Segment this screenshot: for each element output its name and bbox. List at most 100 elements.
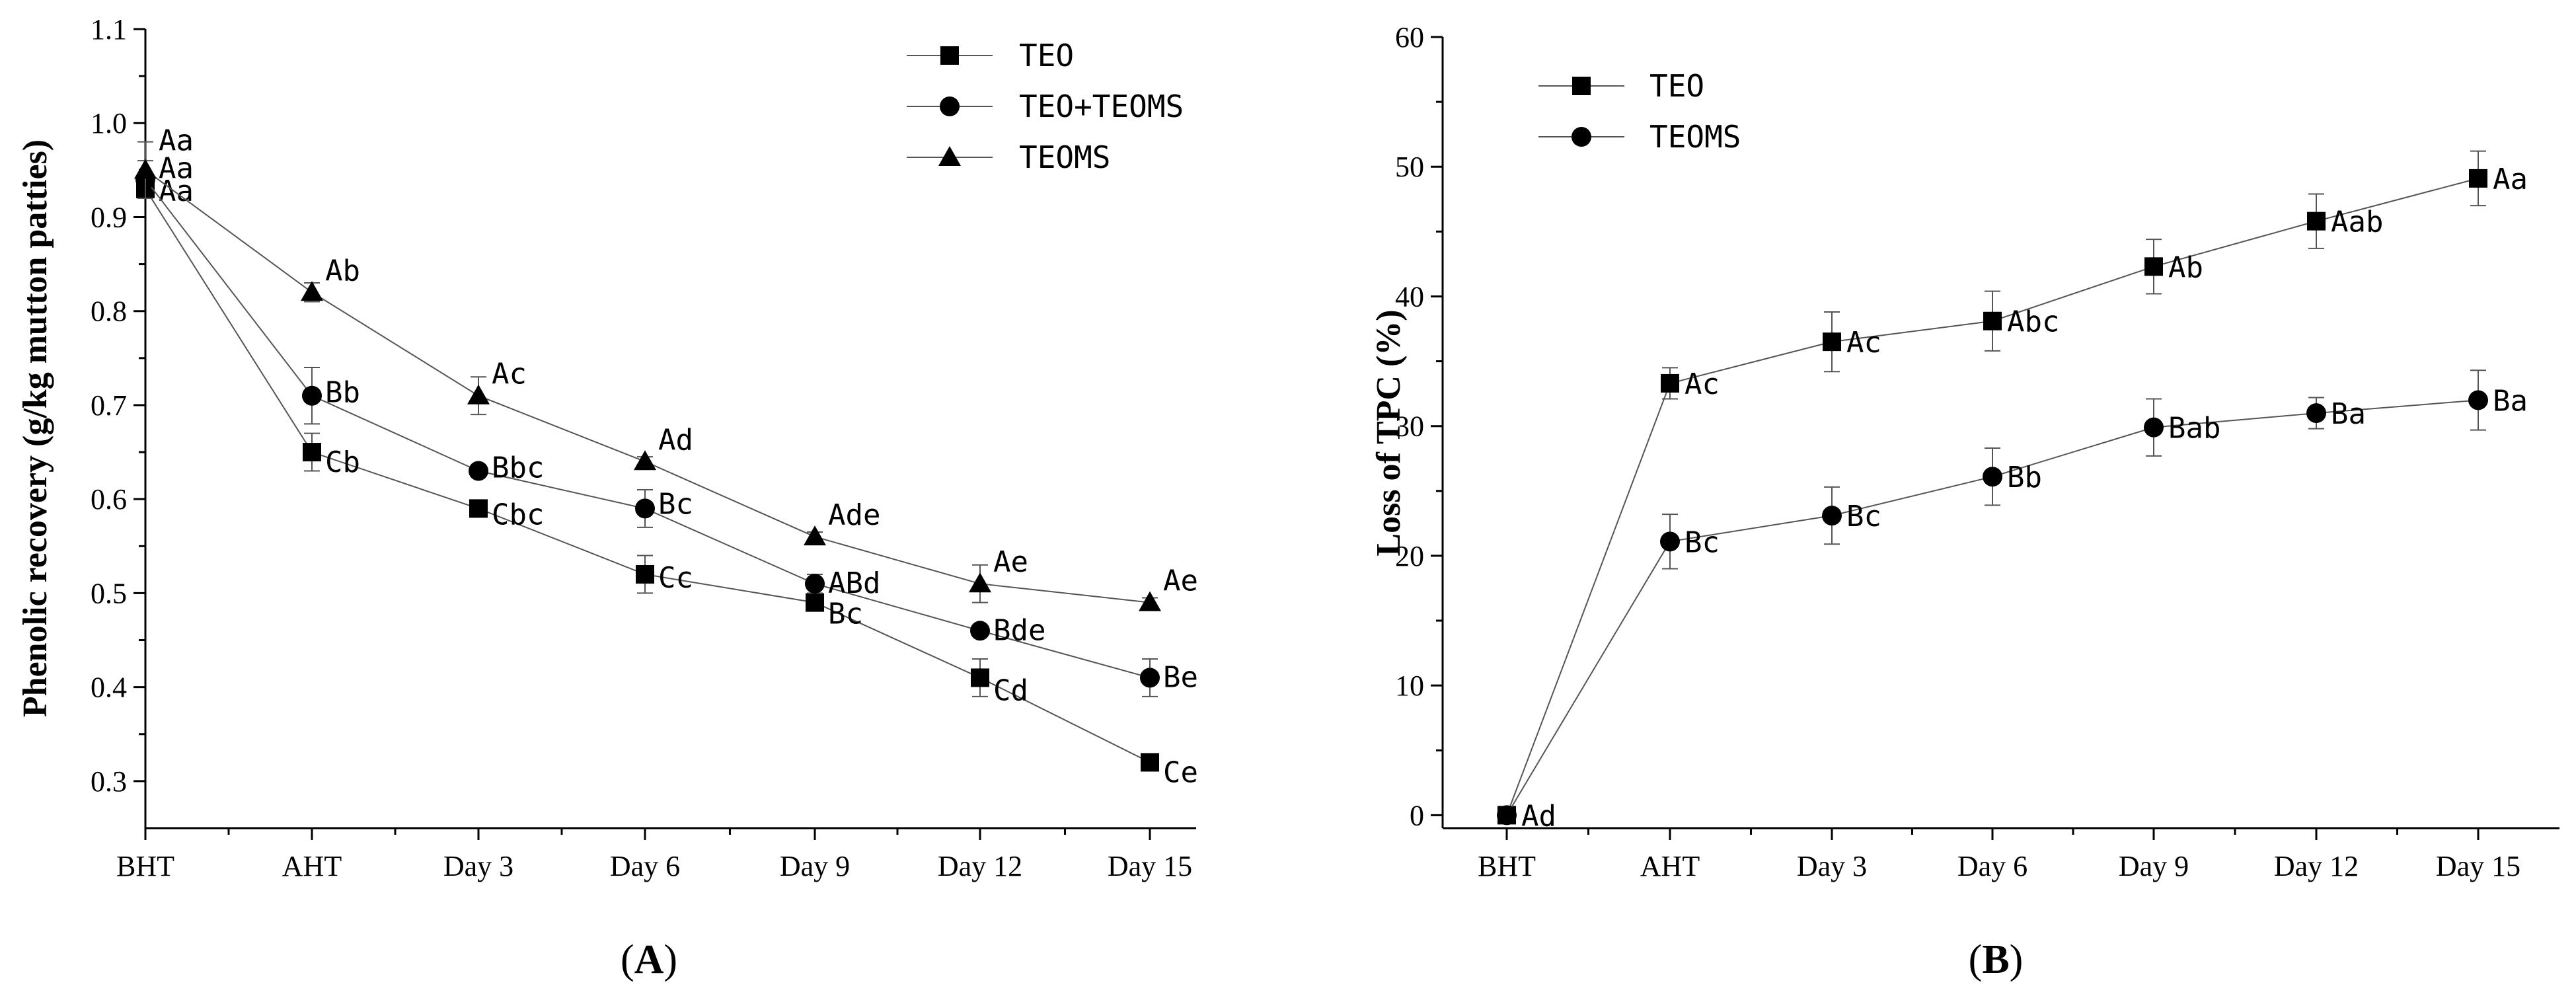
data-label: Ac bbox=[492, 358, 527, 391]
data-label: Ce bbox=[1163, 755, 1198, 789]
data-point bbox=[303, 443, 321, 462]
series-line bbox=[145, 178, 1151, 679]
data-label: ABd bbox=[828, 566, 880, 600]
y-tick-label: 20 bbox=[1395, 540, 1424, 572]
data-label: Cbc bbox=[492, 498, 544, 531]
data-label: Aa bbox=[159, 152, 194, 186]
y-tick-label: 10 bbox=[1395, 670, 1424, 702]
legend-marker bbox=[940, 46, 959, 65]
data-point bbox=[467, 384, 490, 404]
y-tick-label: 1.1 bbox=[91, 13, 127, 46]
data-point bbox=[1661, 373, 1679, 393]
y-tick-label: 60 bbox=[1395, 21, 1424, 54]
chart-a: 0.3 0.4 0.5 0.6 0.7 0.8 0.9 1.0 1.1 BHT AHT Day 3 Da… bbox=[17, 13, 1198, 982]
x-tick-label: Day 6 bbox=[1957, 850, 2027, 882]
data-point bbox=[302, 385, 322, 406]
legend-marker bbox=[940, 96, 960, 116]
data-label: Ae bbox=[1163, 564, 1198, 598]
y-tick-label: 0.8 bbox=[91, 295, 127, 328]
data-label: Be bbox=[1163, 660, 1198, 694]
x-tick-label: Day 3 bbox=[1797, 850, 1867, 882]
data-point bbox=[1140, 668, 1160, 688]
x-tick-label: Day 12 bbox=[2274, 850, 2359, 882]
x-tick-label: BHT bbox=[116, 850, 174, 882]
y-tick-label: 30 bbox=[1395, 410, 1424, 443]
data-point bbox=[1983, 311, 2002, 330]
data-point bbox=[2307, 212, 2326, 231]
data-point bbox=[1139, 591, 1161, 611]
y-axis-title: Phenolic recovery (g/kg mutton patties) bbox=[17, 139, 54, 717]
legend-marker bbox=[1572, 77, 1591, 95]
data-point bbox=[804, 525, 826, 546]
legend-label: TEOMS bbox=[1019, 139, 1110, 175]
data-label: Abc bbox=[2007, 305, 2059, 339]
data-point bbox=[2306, 403, 2326, 424]
legend-label: TEOMS bbox=[1649, 119, 1741, 155]
data-point bbox=[806, 593, 824, 612]
data-point bbox=[634, 450, 656, 471]
data-label: Ba bbox=[2331, 397, 2366, 431]
y-tick-label: 1.0 bbox=[91, 107, 127, 139]
y-tick-label: 0.9 bbox=[91, 201, 127, 233]
data-point bbox=[1497, 805, 1517, 826]
data-label: Aa bbox=[159, 174, 194, 208]
data-label: Ad bbox=[658, 423, 693, 457]
data-point bbox=[1141, 753, 1159, 772]
data-point bbox=[1660, 531, 1680, 552]
y-tick-label: 0 bbox=[1410, 799, 1424, 831]
x-tick-label: Day 6 bbox=[610, 850, 680, 882]
data-label: Bc bbox=[658, 487, 693, 521]
legend-label: TEO bbox=[1649, 68, 1704, 104]
x-tick-label: Day 9 bbox=[2119, 850, 2189, 882]
data-label: Ab bbox=[325, 254, 360, 288]
data-label: Aa bbox=[2493, 163, 2528, 196]
data-point bbox=[2144, 417, 2164, 438]
x-tick-label: Day 15 bbox=[1108, 850, 1192, 882]
data-label: Ae bbox=[993, 545, 1028, 579]
data-point bbox=[469, 499, 488, 518]
data-label: Aa bbox=[159, 124, 194, 157]
data-point bbox=[2468, 390, 2488, 410]
data-label: Bb bbox=[2007, 461, 2042, 494]
x-tick-label: Day 12 bbox=[938, 850, 1022, 882]
data-label: Bb bbox=[325, 376, 360, 410]
panel-label: (B) bbox=[1969, 937, 2024, 982]
y-tick-label: 0.5 bbox=[91, 577, 127, 609]
data-point bbox=[971, 668, 989, 687]
data-point bbox=[1823, 332, 1841, 352]
y-tick-label: 0.6 bbox=[91, 483, 127, 516]
data-point bbox=[969, 572, 991, 593]
data-point bbox=[469, 461, 488, 481]
data-label: Bc bbox=[1846, 500, 1881, 533]
data-label: Cd bbox=[993, 673, 1028, 707]
panel-label: (A) bbox=[621, 937, 677, 982]
data-point bbox=[805, 574, 825, 594]
data-point bbox=[2144, 257, 2163, 276]
data-label: Ade bbox=[828, 498, 880, 532]
x-tick-label: AHT bbox=[1640, 850, 1700, 882]
y-tick-label: 50 bbox=[1395, 151, 1424, 183]
data-point bbox=[1822, 506, 1842, 526]
legend-label: TEO+TEOMS bbox=[1019, 89, 1184, 124]
data-label: Ac bbox=[1846, 326, 1881, 360]
x-tick-label: Day 9 bbox=[780, 850, 850, 882]
y-tick-label: 0.7 bbox=[91, 389, 127, 422]
data-point bbox=[635, 498, 655, 519]
data-point bbox=[1983, 467, 2002, 487]
data-label: Cb bbox=[325, 445, 360, 479]
x-tick-label: BHT bbox=[1478, 850, 1536, 882]
data-point bbox=[636, 564, 654, 584]
data-label: Bc bbox=[828, 597, 863, 631]
data-label: Bc bbox=[1685, 525, 1720, 559]
data-label: Ab bbox=[2168, 250, 2203, 284]
y-tick-label: 0.3 bbox=[91, 765, 127, 798]
data-label: Bbc bbox=[492, 451, 544, 485]
series-line bbox=[145, 169, 1151, 603]
y-tick-label: 40 bbox=[1395, 280, 1424, 313]
data-point bbox=[2469, 169, 2487, 188]
x-tick-label: AHT bbox=[282, 850, 342, 882]
data-label: Bde bbox=[993, 613, 1045, 647]
data-point bbox=[134, 159, 157, 179]
data-label: Ac bbox=[1685, 367, 1720, 401]
